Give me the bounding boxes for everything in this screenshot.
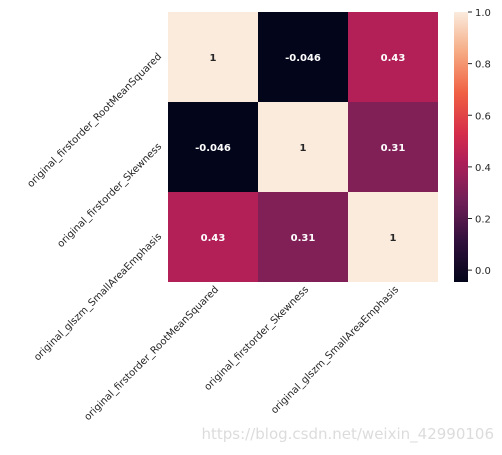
colorbar-tick-label: 0.6: [475, 111, 491, 122]
colorbar-tick-label: 0.0: [475, 266, 491, 277]
watermark-text: https://blog.csdn.net/weixin_42990106: [201, 425, 494, 443]
colorbar-tick-label: 0.4: [475, 163, 491, 174]
colorbar-tick-label: 1.0: [475, 8, 491, 19]
heatmap-cell: [168, 12, 258, 102]
heatmap-annotations: 1 -0.046 0.43 -0.046 1 0.31 0.43 0.31 1: [195, 53, 405, 244]
y-tick-labels: original_firstorder_RootMeanSquaredorigi…: [25, 51, 164, 363]
y-tick-label: original_firstorder_Skewness: [56, 141, 165, 250]
colorbar: 0.0 0.2 0.4 0.6 0.8 1.0: [454, 8, 491, 282]
heatmap-cell: [168, 192, 258, 282]
heatmap-cell: [348, 12, 438, 102]
heatmap-cell: [258, 102, 348, 192]
cell-value-label: -0.046: [195, 143, 231, 154]
x-tick-label: original_firstorder_Skewness: [203, 284, 312, 393]
x-tick-label: original_firstorder_RootMeanSquared: [82, 284, 221, 423]
x-tick-labels: original_firstorder_RootMeanSquaredorigi…: [82, 284, 401, 423]
heatmap-cell: [258, 192, 348, 282]
cell-value-label: 1: [390, 233, 397, 244]
colorbar-tick-label: 0.2: [475, 215, 491, 226]
heatmap-cell: [348, 102, 438, 192]
cell-value-label: 1: [300, 143, 307, 154]
colorbar-gradient: [454, 12, 468, 282]
cell-value-label: -0.046: [285, 53, 321, 64]
colorbar-tick-label: 0.8: [475, 60, 491, 71]
cell-value-label: 0.31: [291, 233, 316, 244]
cell-value-label: 1: [210, 53, 217, 64]
cell-value-label: 0.43: [201, 233, 226, 244]
heatmap-cell: [258, 12, 348, 102]
cell-value-label: 0.31: [381, 143, 406, 154]
heatmap-cell: [168, 102, 258, 192]
heatmap-cell: [348, 192, 438, 282]
heatmap-cells: [168, 12, 438, 282]
cell-value-label: 0.43: [381, 53, 406, 64]
y-tick-label: original_glszm_SmallAreaEmphasis: [32, 231, 164, 363]
